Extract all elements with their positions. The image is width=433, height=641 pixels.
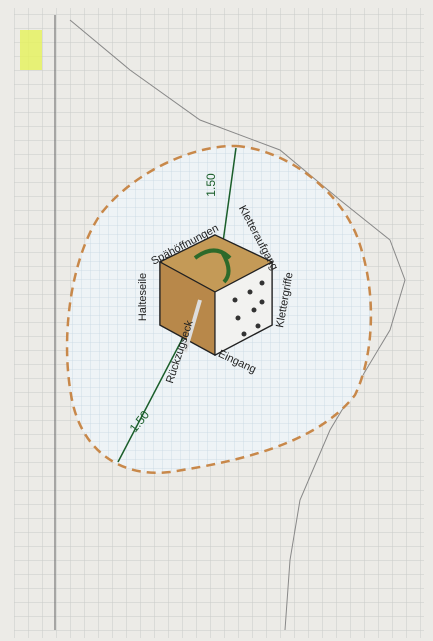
opening [193,248,232,284]
grips [232,280,265,337]
tower [158,234,274,357]
label: Halteseile [137,273,149,321]
highlight [20,30,42,70]
right-face [214,261,273,356]
sketch-line [69,19,406,631]
rope [183,299,202,353]
dimension-label: 1.50 [204,173,218,197]
